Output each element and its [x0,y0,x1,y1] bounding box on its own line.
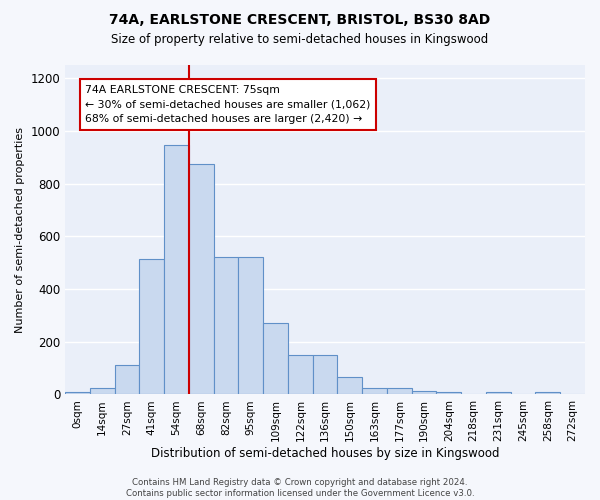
Bar [486,392,511,394]
Bar [535,392,560,394]
Bar [412,390,436,394]
Bar [214,258,238,394]
Bar [288,355,313,395]
Bar [313,355,337,395]
Bar [164,146,189,394]
Text: 74A EARLSTONE CRESCENT: 75sqm
← 30% of semi-detached houses are smaller (1,062)
: 74A EARLSTONE CRESCENT: 75sqm ← 30% of s… [85,85,370,124]
Bar [362,388,387,394]
Bar [65,392,90,394]
Bar [90,388,115,394]
Bar [337,378,362,394]
Bar [238,258,263,394]
Bar [189,164,214,394]
Bar [115,366,139,394]
X-axis label: Distribution of semi-detached houses by size in Kingswood: Distribution of semi-detached houses by … [151,447,499,460]
Bar [263,324,288,394]
Y-axis label: Number of semi-detached properties: Number of semi-detached properties [15,126,25,332]
Bar [139,258,164,394]
Bar [387,388,412,394]
Text: 74A, EARLSTONE CRESCENT, BRISTOL, BS30 8AD: 74A, EARLSTONE CRESCENT, BRISTOL, BS30 8… [109,12,491,26]
Bar [436,392,461,394]
Text: Size of property relative to semi-detached houses in Kingswood: Size of property relative to semi-detach… [112,32,488,46]
Text: Contains HM Land Registry data © Crown copyright and database right 2024.
Contai: Contains HM Land Registry data © Crown c… [125,478,475,498]
